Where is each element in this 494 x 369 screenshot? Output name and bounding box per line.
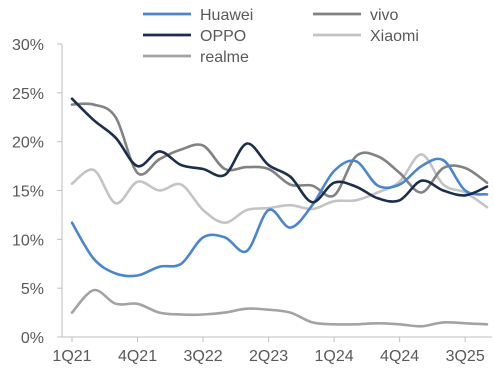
- x-tick-label: 4Q24: [380, 348, 419, 365]
- x-tick-label: 1Q21: [52, 348, 91, 365]
- y-tick-label: 25%: [12, 86, 44, 103]
- series-line-xiaomi: [70, 153, 489, 224]
- x-axis-ticks: 1Q21 4Q21 3Q22 2Q23 1Q24 4Q24 3Q25: [52, 337, 485, 365]
- y-tick-label: 20%: [12, 135, 44, 152]
- chart-series: [70, 97, 489, 328]
- series-line-realme: [70, 288, 489, 328]
- x-tick-label: 2Q23: [249, 348, 288, 365]
- y-tick-label: 15%: [12, 184, 44, 201]
- y-tick-label: 0%: [21, 330, 44, 347]
- series-line-vivo: [70, 102, 489, 198]
- x-tick-label: 1Q24: [315, 348, 354, 365]
- legend-label-oppo: OPPO: [200, 28, 246, 45]
- legend-label-realme: realme: [200, 49, 249, 66]
- y-tick-label: 30%: [12, 37, 44, 54]
- legend-label-xiaomi: Xiaomi: [370, 28, 419, 45]
- y-axis-ticks: 0% 5% 10% 15% 20% 25% 30%: [12, 37, 62, 347]
- legend-label-vivo: vivo: [370, 7, 399, 24]
- chart-axes: [61, 44, 492, 338]
- y-tick-label: 5%: [21, 281, 44, 298]
- y-tick-label: 10%: [12, 232, 44, 249]
- legend-label-huawei: Huawei: [200, 7, 253, 24]
- chart-legend: Huawei vivo OPPO Xiaomi realme: [143, 7, 419, 66]
- x-tick-label: 3Q25: [446, 348, 485, 365]
- x-tick-label: 4Q21: [118, 348, 157, 365]
- x-tick-label: 3Q22: [183, 348, 222, 365]
- series-line-huawei: [70, 157, 489, 278]
- series-line-oppo: [70, 97, 489, 204]
